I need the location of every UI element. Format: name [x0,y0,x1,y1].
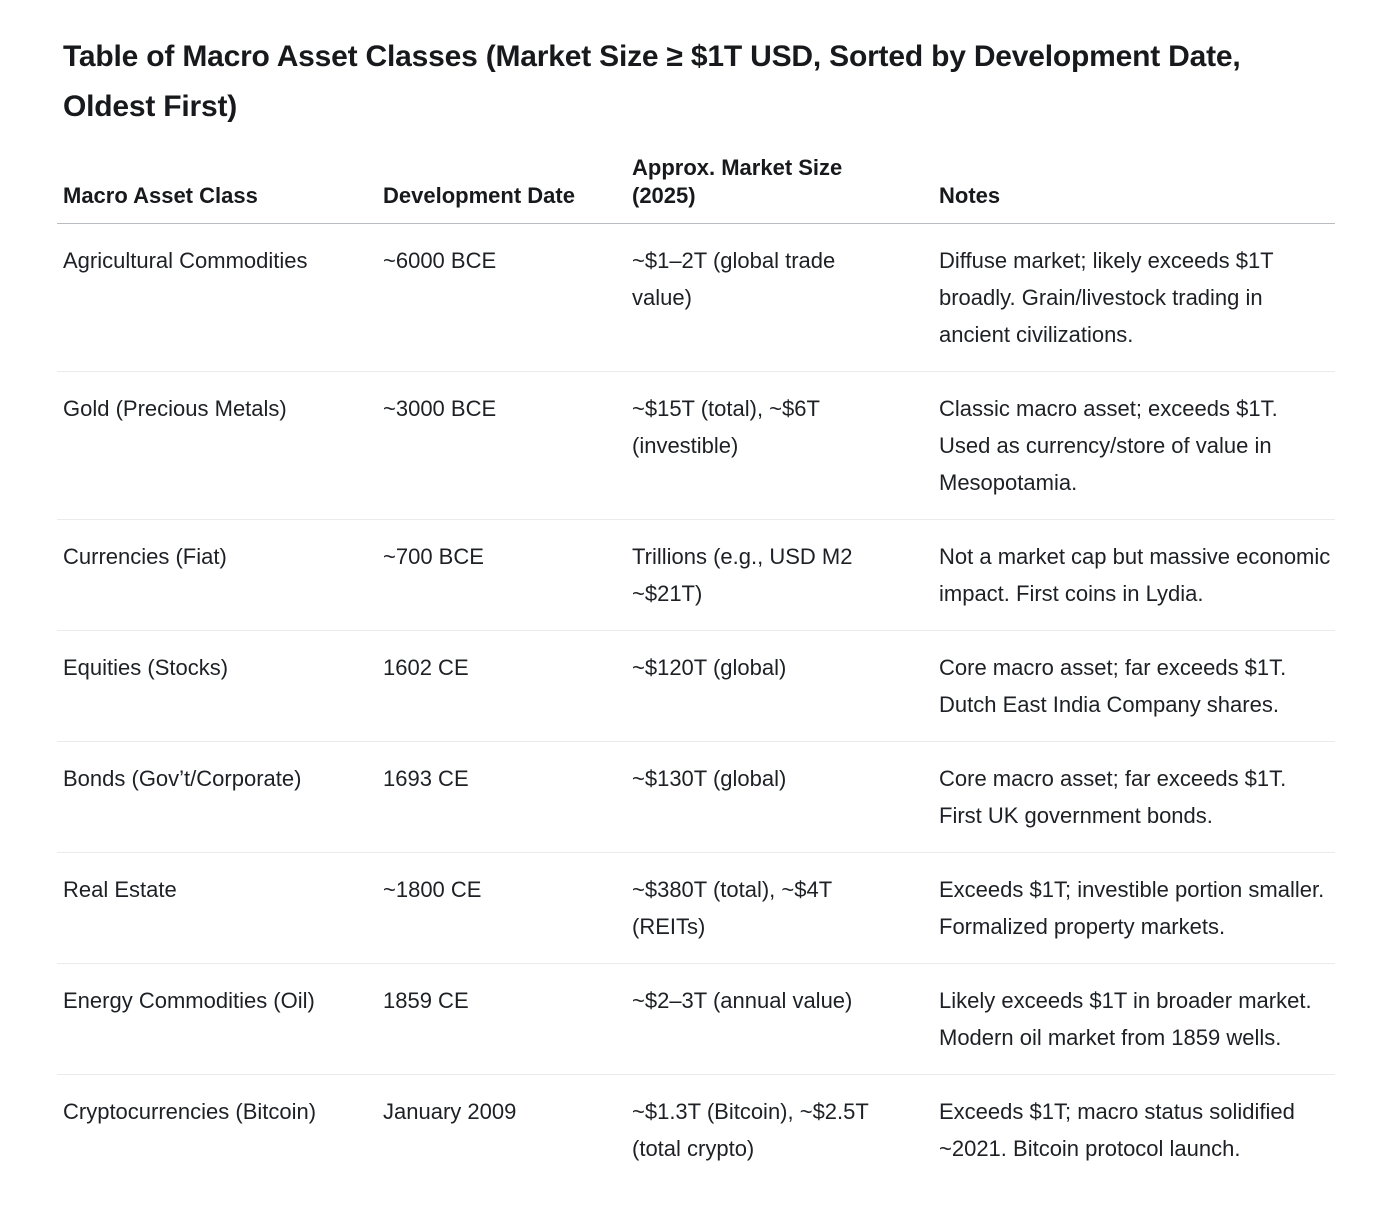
table-body: Agricultural Commodities ~6000 BCE ~$1–2… [57,224,1335,1185]
cell-asset-class: Cryptocurrencies (Bitcoin) [57,1074,383,1185]
table-row: Currencies (Fiat) ~700 BCE Trillions (e.… [57,519,1335,631]
cell-notes: Not a market cap but massive economic im… [939,519,1335,631]
cell-development-date: 1859 CE [383,963,632,1075]
cell-asset-class: Bonds (Gov’t/Corporate) [57,741,383,853]
column-header-notes: Notes [939,154,1335,224]
column-header-market-size: Approx. Market Size (2025) [632,154,939,224]
cell-market-size: Trillions (e.g., USD M2 ~$21T) [632,519,939,631]
table-row: Gold (Precious Metals) ~3000 BCE ~$15T (… [57,371,1335,520]
cell-notes: Core macro asset; far exceeds $1T. First… [939,741,1335,853]
cell-notes: Diffuse market; likely exceeds $1T broad… [939,248,1274,347]
page-title: Table of Macro Asset Classes (Market Siz… [63,40,1241,123]
cell-development-date: January 2009 [383,1074,632,1185]
cell-development-date: 1693 CE [383,741,632,853]
cell-asset-class: Currencies (Fiat) [57,519,383,631]
table-row: Bonds (Gov’t/Corporate) 1693 CE ~$130T (… [57,741,1335,853]
table-row: Equities (Stocks) 1602 CE ~$120T (global… [57,630,1335,742]
table-row: Real Estate ~1800 CE ~$380T (total), ~$4… [57,852,1335,964]
cell-asset-class: Gold (Precious Metals) [57,371,383,520]
cell-development-date: ~3000 BCE [383,371,632,520]
cell-market-size: ~$130T (global) [632,741,939,853]
cell-asset-class: Agricultural Commodities [63,248,308,273]
cell-development-date: ~6000 BCE [383,248,497,273]
cell-notes: Core macro asset; far exceeds $1T. Dutch… [939,630,1335,742]
cell-asset-class: Equities (Stocks) [57,630,383,742]
cell-market-size: ~$1.3T (Bitcoin), ~$2.5T (total crypto) [632,1074,939,1185]
cell-notes: Exceeds $1T; investible portion smaller.… [939,852,1335,964]
cell-notes: Classic macro asset; exceeds $1T. Used a… [939,371,1335,520]
cell-market-size: ~$1–2T (global trade value) [632,248,836,310]
cell-market-size: ~$120T (global) [632,630,939,742]
cell-market-size: ~$380T (total), ~$4T (REITs) [632,852,939,964]
cell-market-size: ~$2–3T (annual value) [632,963,939,1075]
header-row: Macro Asset Class Development Date Appro… [57,154,1335,224]
cell-development-date: 1602 CE [383,630,632,742]
asset-classes-table: Macro Asset Class Development Date Appro… [57,154,1335,1185]
table-row: Energy Commodities (Oil) 1859 CE ~$2–3T … [57,963,1335,1075]
table-row: Cryptocurrencies (Bitcoin) January 2009 … [57,1074,1335,1185]
cell-asset-class: Real Estate [57,852,383,964]
cell-asset-class: Energy Commodities (Oil) [57,963,383,1075]
cell-development-date: ~1800 CE [383,852,632,964]
column-header-asset-class: Macro Asset Class [57,154,383,224]
table-row: Agricultural Commodities ~6000 BCE ~$1–2… [57,224,1335,372]
column-header-development-date: Development Date [383,154,632,224]
cell-notes: Exceeds $1T; macro status solidified ~20… [939,1074,1335,1185]
cell-notes: Likely exceeds $1T in broader market. Mo… [939,963,1335,1075]
table-header: Macro Asset Class Development Date Appro… [57,154,1335,224]
cell-market-size: ~$15T (total), ~$6T (investible) [632,371,939,520]
cell-development-date: ~700 BCE [383,519,632,631]
